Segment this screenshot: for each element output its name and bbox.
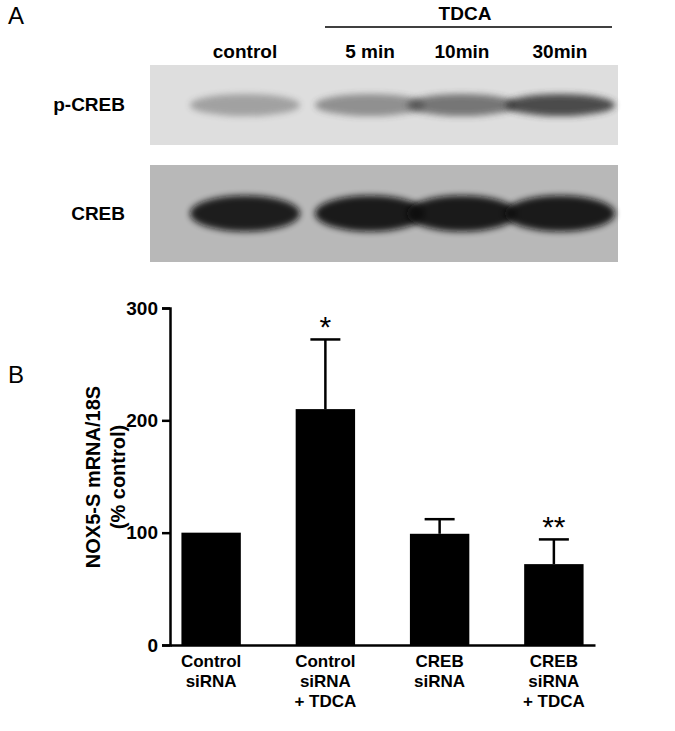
lane-label: 10min — [435, 41, 490, 62]
lane-label: 5 min — [345, 41, 395, 62]
panel-label: B — [8, 361, 24, 388]
x-tick: ControlsiRNA — [181, 645, 241, 691]
panel-a: Acontrol 5 min 10min 30min TDCA p-CREB CREB — [8, 2, 618, 262]
y-tick-mark — [162, 307, 170, 310]
row-label: p-CREB — [53, 94, 125, 115]
band — [190, 196, 300, 232]
y-tick-label: 300 — [126, 298, 158, 319]
blot-background — [150, 165, 618, 262]
panel-label: A — [8, 2, 24, 29]
x-tick: CREBsiRNA — [414, 645, 465, 691]
lane-label: control — [213, 41, 277, 62]
y-axis: 0 100 200 300 — [126, 298, 170, 656]
y-axis-title: NOX5-S mRNA/18S(% control) — [82, 386, 129, 568]
error-bar-stem — [438, 519, 441, 534]
bar — [181, 533, 240, 645]
band — [407, 94, 517, 116]
x-tick-label: CREBsiRNA — [414, 652, 465, 691]
y-tick-mark — [162, 644, 170, 647]
band — [190, 94, 300, 116]
band — [505, 94, 615, 116]
x-tick: CREBsiRNA+ TDCA — [523, 645, 585, 711]
error-bar — [310, 339, 340, 409]
y-tick-label: 0 — [147, 635, 158, 656]
y-tick-mark — [162, 420, 170, 423]
significance-label: ** — [542, 510, 566, 543]
significance-label: * — [320, 310, 332, 343]
y-tick-label: 100 — [126, 522, 158, 543]
y-tick-label: 200 — [126, 410, 158, 431]
lane-label: 30min — [533, 41, 588, 62]
x-tick-label: ControlsiRNA+ TDCA — [294, 652, 356, 711]
y-tick: 300 — [126, 298, 170, 319]
error-bar-stem — [324, 339, 327, 409]
band — [505, 196, 615, 232]
y-tick: 0 — [147, 635, 170, 656]
y-axis-line — [162, 309, 171, 646]
y-tick: 200 — [126, 410, 170, 431]
error-bar — [425, 519, 455, 534]
plot-area — [181, 339, 583, 645]
y-tick-mark — [162, 532, 170, 535]
bar — [296, 409, 355, 645]
x-tick: ControlsiRNA+ TDCA — [294, 645, 356, 711]
treatment-bracket — [325, 26, 612, 28]
x-tick-label: ControlsiRNA — [181, 652, 241, 691]
x-axis-line — [171, 644, 596, 647]
bar — [524, 564, 583, 645]
treatment-label: TDCA — [439, 3, 492, 24]
row-label: CREB — [71, 203, 125, 224]
x-tick-label: CREBsiRNA+ TDCA — [523, 652, 585, 711]
panel-b: B***0100200300ControlsiRNAControlsiRNA+ … — [8, 298, 596, 711]
figure: Acontrol5 min10min30minTDCAp-CREBCREBB**… — [0, 0, 675, 731]
x-axis: ControlsiRNA ControlsiRNA+ TDCA CREBsiRNA C… — [171, 645, 596, 711]
blot-background — [150, 65, 618, 145]
error-bar-cap — [425, 518, 455, 521]
y-tick: 100 — [126, 522, 170, 543]
bar — [410, 534, 469, 645]
band — [407, 196, 517, 232]
